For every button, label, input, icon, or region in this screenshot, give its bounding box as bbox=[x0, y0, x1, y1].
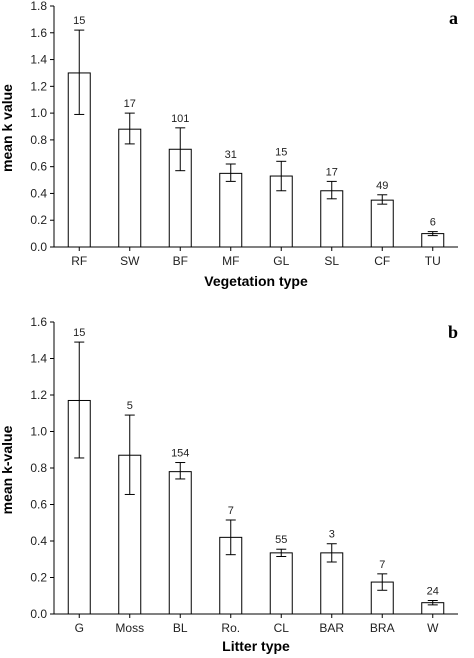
sample-size-label: 24 bbox=[427, 585, 439, 597]
y-tick-label: 0.6 bbox=[30, 498, 47, 512]
bar bbox=[370, 199, 394, 248]
panel-a-x-axis-title: Vegetation type bbox=[204, 273, 308, 289]
sample-size-label: 15 bbox=[73, 15, 85, 27]
sample-size-label: 101 bbox=[171, 113, 189, 125]
y-tick-label: 0.8 bbox=[30, 133, 47, 147]
x-tick-label: GL bbox=[273, 254, 289, 268]
x-tick-label: TU bbox=[425, 254, 441, 268]
panel-b-y-axis-title: mean k-value bbox=[0, 425, 15, 514]
y-tick-label: 0.4 bbox=[30, 534, 47, 548]
y-tick-label: 0.2 bbox=[30, 571, 47, 585]
panel-b-letter: b bbox=[448, 322, 458, 342]
x-tick-label: W bbox=[427, 621, 439, 635]
y-tick-label: 0.0 bbox=[30, 240, 47, 254]
y-tick-label: 1.8 bbox=[30, 0, 47, 13]
x-tick-label: BF bbox=[173, 254, 188, 268]
y-tick-label: 1.2 bbox=[30, 79, 47, 93]
y-tick-label: 1.6 bbox=[30, 315, 47, 329]
bar bbox=[168, 471, 192, 615]
sample-size-label: 7 bbox=[379, 559, 385, 571]
x-tick-label: G bbox=[75, 621, 84, 635]
y-tick-label: 1.4 bbox=[30, 352, 47, 366]
x-tick-label: SL bbox=[324, 254, 339, 268]
y-tick-label: 1.0 bbox=[30, 106, 47, 120]
sample-size-label: 17 bbox=[326, 166, 338, 178]
x-tick-label: Ro. bbox=[221, 621, 240, 635]
x-tick-label: BAR bbox=[319, 621, 344, 635]
panel-a-y-axis-title: mean k value bbox=[0, 84, 15, 172]
x-tick-label: BRA bbox=[370, 621, 395, 635]
sample-size-label: 55 bbox=[275, 534, 287, 546]
y-tick-label: 0.2 bbox=[30, 213, 47, 227]
panel-a-chart: a 0.0 0.2 0.4 0.6 0.8 1.0 1.2 1.4 1.6 1.8 RF SW BF M… bbox=[0, 0, 458, 289]
sample-size-label: 15 bbox=[275, 146, 287, 158]
sample-size-label: 31 bbox=[225, 149, 237, 161]
y-tick-label: 0.8 bbox=[30, 461, 47, 475]
sample-size-label: 154 bbox=[171, 448, 189, 460]
y-tick-label: 0.6 bbox=[30, 160, 47, 174]
bar bbox=[219, 172, 243, 248]
x-tick-label: CF bbox=[374, 254, 390, 268]
sample-size-label: 49 bbox=[376, 180, 388, 192]
y-tick-label: 1.0 bbox=[30, 425, 47, 439]
sample-size-label: 7 bbox=[228, 505, 234, 517]
panel-a-letter: a bbox=[449, 8, 458, 28]
y-tick-label: 1.4 bbox=[30, 53, 47, 67]
sample-size-label: 5 bbox=[127, 400, 133, 412]
bar bbox=[118, 128, 142, 248]
y-tick-label: 0.4 bbox=[30, 186, 47, 200]
y-tick-label: 1.6 bbox=[30, 26, 47, 40]
x-tick-label: RF bbox=[71, 254, 87, 268]
x-tick-label: BL bbox=[173, 621, 188, 635]
panel-b-chart: b 0.0 0.2 0.4 0.6 0.8 1.0 1.2 1.4 1.6 G Moss BL Ro.… bbox=[0, 315, 458, 654]
y-tick-label: 1.2 bbox=[30, 388, 47, 402]
y-tick-label: 0.0 bbox=[30, 607, 47, 621]
x-tick-label: Moss bbox=[115, 621, 144, 635]
x-tick-label: CL bbox=[274, 621, 290, 635]
x-tick-label: SW bbox=[120, 254, 140, 268]
sample-size-label: 3 bbox=[329, 529, 335, 541]
sample-size-label: 17 bbox=[124, 98, 136, 110]
panel-b-x-axis-title: Litter type bbox=[222, 638, 290, 654]
bar bbox=[269, 552, 293, 615]
sample-size-label: 15 bbox=[73, 327, 85, 339]
x-tick-label: MF bbox=[222, 254, 239, 268]
sample-size-label: 6 bbox=[430, 217, 436, 229]
